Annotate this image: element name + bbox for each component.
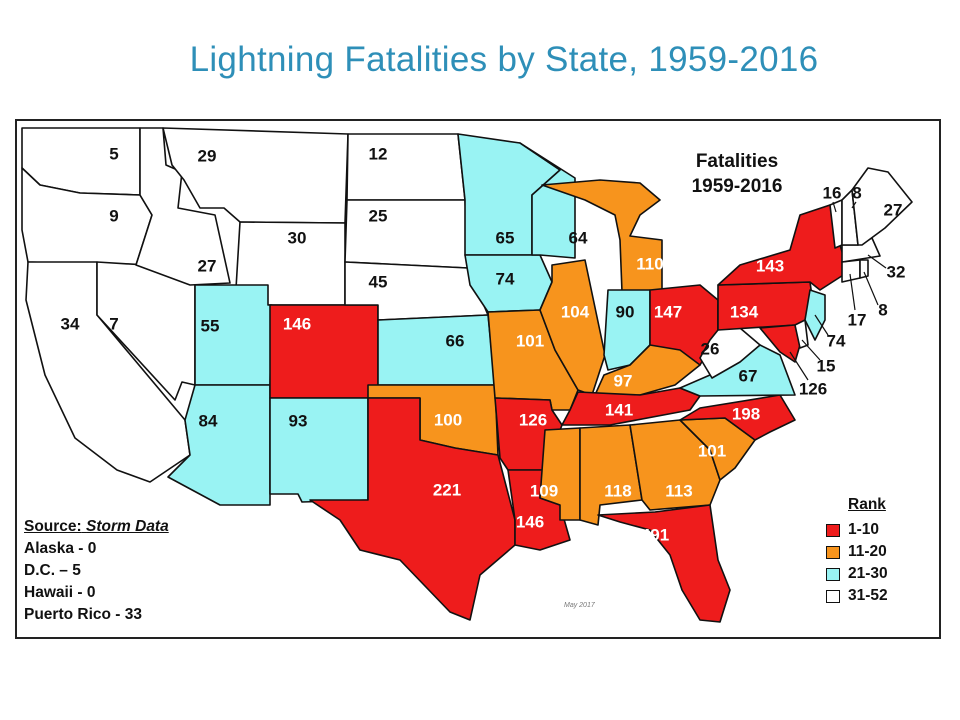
state-value-id: 27: [198, 257, 217, 276]
state-ks: [377, 314, 496, 386]
state-value-de: 15: [817, 357, 836, 376]
state-value-mo: 101: [516, 332, 544, 351]
legend-swatch: [826, 545, 840, 559]
rank-legend: Rank 1-10 11-20 21-30 31-52: [826, 496, 888, 607]
state-value-mn: 65: [496, 229, 515, 248]
state-value-va: 67: [739, 367, 758, 386]
state-value-wa: 5: [109, 145, 118, 164]
leader-line-ri: [863, 271, 879, 306]
state-mi: [541, 179, 663, 293]
state-il: [539, 259, 606, 396]
state-value-nh: 8: [852, 184, 861, 203]
state-de: [794, 319, 809, 349]
state-value-ma: 32: [887, 263, 906, 282]
state-value-ut: 55: [201, 317, 220, 336]
state-value-me: 27: [884, 201, 903, 220]
state-nd: [346, 133, 466, 201]
state-value-in: 90: [616, 303, 635, 322]
legend-label: 21-30: [848, 565, 888, 582]
state-value-ca: 34: [61, 315, 80, 334]
legend-label: 31-52: [848, 587, 888, 604]
state-value-nd: 12: [369, 145, 388, 164]
state-fl: [597, 504, 731, 623]
source-label: Source:: [24, 518, 82, 535]
state-value-wi: 64: [569, 229, 588, 248]
state-ny: [717, 204, 849, 291]
state-value-ri: 8: [878, 301, 887, 320]
state-value-tn: 141: [605, 401, 633, 420]
state-value-sc: 101: [698, 442, 726, 461]
note-hawaii: Hawaii - 0: [24, 584, 96, 601]
state-id: [135, 127, 231, 286]
leader-line-ct: [849, 273, 856, 311]
state-me: [851, 167, 913, 246]
leader-line-vt: [832, 201, 837, 213]
state-value-ia: 74: [496, 270, 515, 289]
notes-panel: Source: Storm Data Alaska - 0 D.C. – 5 H…: [24, 516, 169, 626]
state-value-fl: 491: [641, 526, 669, 545]
leader-line-de: [801, 339, 821, 361]
state-ri: [859, 259, 869, 279]
source-line: Source: Storm Data: [24, 516, 169, 538]
state-value-ms: 109: [530, 482, 558, 501]
legend-label: 11-20: [848, 543, 887, 560]
state-value-oh: 147: [654, 303, 682, 322]
legend-item-rank-11-20: 11-20: [826, 541, 888, 563]
state-value-wy: 30: [288, 229, 307, 248]
heading-line-2: 1959-2016: [691, 176, 783, 197]
state-value-al: 118: [604, 482, 631, 501]
legend-label: 1-10: [848, 521, 880, 538]
state-value-ky: 97: [614, 372, 633, 391]
legend-swatch: [826, 589, 840, 603]
legend-title: Rank: [848, 496, 886, 513]
leader-line-nh: [851, 201, 857, 209]
state-value-ny: 143: [756, 257, 784, 276]
heading-line-1: Fatalities: [695, 151, 779, 172]
note-dc: D.C. – 5: [24, 562, 81, 579]
note-alaska: Alaska - 0: [24, 540, 97, 557]
legend-item-rank-21-30: 21-30: [826, 563, 888, 585]
state-value-ok: 100: [434, 411, 462, 430]
state-value-il: 104: [561, 303, 590, 322]
state-value-mt: 29: [198, 147, 217, 166]
leader-line-md: [789, 351, 809, 381]
date-watermark: May 2017: [564, 602, 595, 609]
legend-item-rank-1-10: 1-10: [826, 519, 888, 541]
state-value-nm: 93: [289, 412, 308, 431]
state-value-nj: 74: [827, 332, 846, 351]
state-value-tx: 221: [433, 481, 461, 500]
state-value-nc: 198: [732, 405, 760, 424]
state-value-ct: 17: [848, 311, 867, 330]
state-value-la: 146: [516, 513, 544, 532]
state-value-or: 9: [109, 207, 118, 226]
slide-title: Lightning Fatalities by State, 1959-2016: [189, 40, 819, 79]
state-value-mi: 110: [636, 255, 663, 274]
state-sd: [344, 199, 469, 269]
note-puerto-rico: Puerto Rico - 33: [24, 606, 142, 623]
state-value-ne: 45: [369, 273, 388, 292]
state-nc: [679, 394, 796, 441]
state-value-nv: 7: [109, 315, 118, 334]
leader-line-nj: [814, 314, 829, 336]
state-value-co: 146: [283, 315, 311, 334]
legend-swatch: [826, 523, 840, 537]
state-value-wv: 26: [701, 340, 720, 359]
state-value-ga: 113: [665, 482, 692, 501]
leader-line-ma: [867, 254, 887, 269]
state-value-pa: 134: [730, 303, 759, 322]
state-nm: [269, 397, 369, 503]
fatalities-heading: Fatalities 1959-2016: [662, 149, 812, 199]
legend-swatch: [826, 567, 840, 581]
state-value-ks: 66: [446, 332, 465, 351]
state-value-vt: 16: [823, 184, 842, 203]
state-tx: [309, 397, 516, 621]
state-value-md: 126: [799, 380, 827, 399]
state-mt: [162, 127, 349, 224]
state-value-az: 84: [199, 412, 218, 431]
source-name: Storm Data: [86, 518, 169, 535]
legend-item-rank-31-52: 31-52: [826, 585, 888, 607]
state-value-ar: 126: [519, 411, 547, 430]
state-value-sd: 25: [369, 207, 388, 226]
